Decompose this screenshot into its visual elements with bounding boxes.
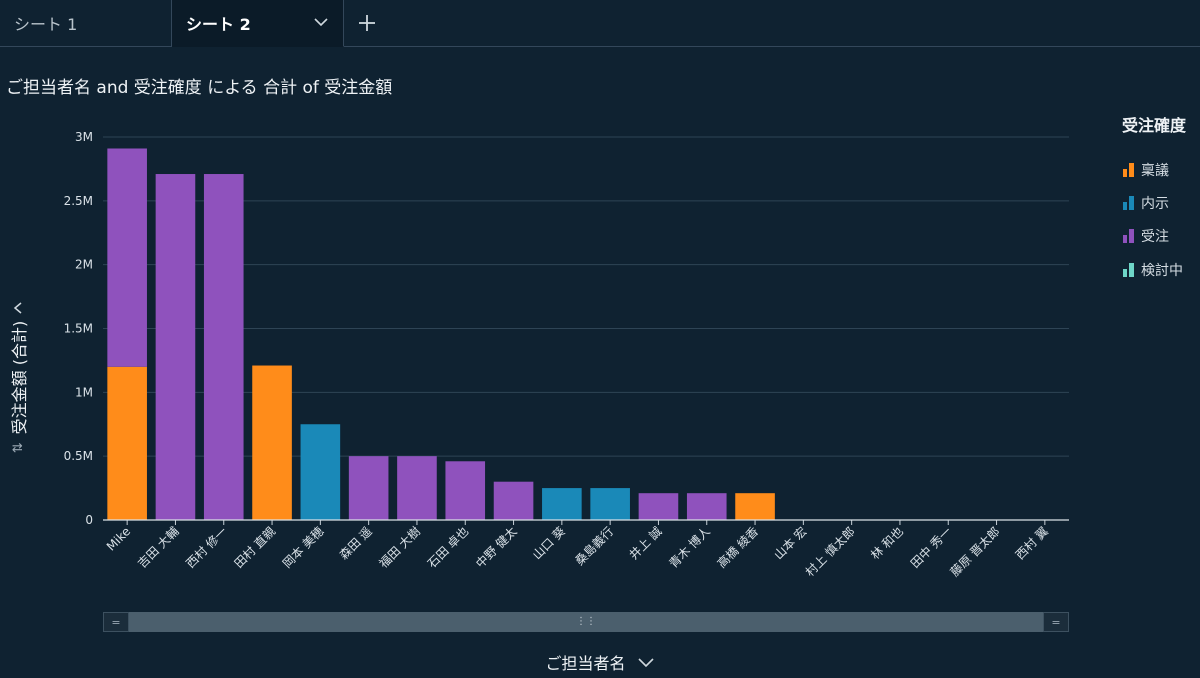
x-tick-label: 西村 翼 <box>1013 524 1051 562</box>
x-tick-label: 岡本 美穂 <box>280 524 327 571</box>
legend-label: 検討中 <box>1141 263 1183 279</box>
bar-segment[interactable] <box>638 493 679 520</box>
legend-swatch-icon <box>1122 228 1138 244</box>
x-tick-label: 田中 秀一 <box>907 524 954 571</box>
x-tick-label: 田村 直親 <box>232 524 279 571</box>
legend-item-naiji[interactable]: 内示 <box>1122 193 1169 213</box>
legend-item-juchu[interactable]: 受注 <box>1122 226 1169 246</box>
legend-label: 受注 <box>1141 229 1169 245</box>
legend-label: 稟議 <box>1141 163 1169 179</box>
legend-swatch-icon <box>1122 262 1138 278</box>
x-tick-label: Mike <box>104 524 133 553</box>
legend-swatch-icon <box>1122 162 1138 178</box>
x-axis-label-area[interactable]: ご担当者名 <box>0 650 1200 674</box>
tab-sheet-1-label: シート 1 <box>14 15 78 34</box>
x-axis-label: ご担当者名 <box>545 654 626 673</box>
bar-segment[interactable] <box>686 493 727 520</box>
x-tick-label: 吉田 大輔 <box>135 524 182 571</box>
chevron-down-icon[interactable] <box>313 16 329 28</box>
bar-segment[interactable] <box>590 488 630 520</box>
y-tick-label: 1M <box>75 385 93 399</box>
bar-segment[interactable] <box>155 174 196 521</box>
x-tick-label: 福田 大樹 <box>376 524 423 571</box>
bar-segment[interactable] <box>542 488 582 520</box>
legend-title: 受注確度 <box>1122 116 1187 135</box>
grip-icon: ⋮⋮ <box>576 616 596 627</box>
legend-swatch-icon <box>1122 195 1138 211</box>
x-tick-label: 石田 卓也 <box>425 524 472 571</box>
x-tick-label: 高橋 綾香 <box>714 524 761 571</box>
legend-label: 内示 <box>1141 196 1169 212</box>
bar-segment[interactable] <box>107 148 147 367</box>
tab-sheet-2-label: シート 2 <box>186 15 251 34</box>
x-tick-label: 林 和也 <box>868 524 906 562</box>
y-axis-label-area[interactable]: ⇅ 受注金額 (合計) <box>6 280 30 480</box>
bar-segment[interactable] <box>397 456 437 520</box>
y-tick-label: 0 <box>85 513 93 527</box>
x-tick-label: 山本 宏 <box>771 524 810 563</box>
chevron-down-icon[interactable] <box>637 656 655 668</box>
x-tick-label: 青木 博人 <box>666 524 713 571</box>
bar-segment[interactable] <box>493 481 534 520</box>
scrollbar-thumb[interactable]: ⋮⋮ <box>129 612 1043 632</box>
bar-segment[interactable] <box>203 174 244 521</box>
x-tick-label: 桑島義行 <box>572 524 617 569</box>
sheet-tab-bar: シート 1 シート 2 <box>0 0 1200 47</box>
legend-item-kentochu[interactable]: 検討中 <box>1122 260 1183 280</box>
bar-segment[interactable] <box>445 461 486 520</box>
bar-segment[interactable] <box>107 366 147 520</box>
y-tick-label: 2M <box>75 258 93 272</box>
bar-segment[interactable] <box>348 456 389 520</box>
plus-icon <box>359 15 375 31</box>
scrollbar-right-handle[interactable]: = <box>1043 612 1069 632</box>
chart-title: ご担当者名 and 受注確度 による 合計 of 受注金額 <box>6 78 393 98</box>
y-tick-label: 1.5M <box>64 322 93 336</box>
x-tick-label: 中野 健太 <box>472 524 519 571</box>
add-sheet-button[interactable] <box>350 0 384 46</box>
bar-segment[interactable] <box>300 424 341 520</box>
scrollbar-left-handle[interactable]: = <box>103 612 129 632</box>
x-tick-label: 山口 葵 <box>530 524 568 562</box>
bar-segment[interactable] <box>735 493 775 520</box>
x-tick-label: 森田 遥 <box>336 524 375 563</box>
chevron-right-icon[interactable] <box>13 301 23 315</box>
y-tick-label: 2.5M <box>64 194 93 208</box>
x-tick-label: 西村 修一 <box>183 524 230 571</box>
x-tick-label: 藤原 晋太郎 <box>947 524 1003 580</box>
legend-item-ringi[interactable]: 稟議 <box>1122 160 1169 180</box>
tab-sheet-1[interactable]: シート 1 <box>0 0 172 46</box>
chart-horizontal-scrollbar[interactable]: = ⋮⋮ = <box>103 612 1069 632</box>
x-tick-label: 村上 慎太郎 <box>802 524 858 580</box>
bar-segment[interactable] <box>252 365 292 520</box>
x-tick-label: 井上 誠 <box>627 524 665 562</box>
y-tick-label: 0.5M <box>64 449 93 463</box>
y-tick-label: 3M <box>75 130 93 144</box>
tab-sheet-2[interactable]: シート 2 <box>172 0 344 47</box>
